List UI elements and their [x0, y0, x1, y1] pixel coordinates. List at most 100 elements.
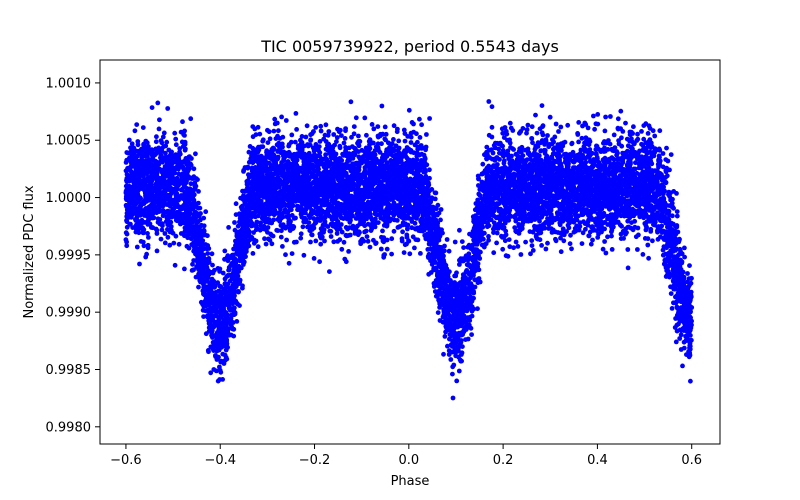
data-point — [323, 122, 329, 128]
data-point — [607, 141, 613, 147]
data-point — [337, 181, 342, 187]
data-point — [553, 121, 559, 127]
data-point — [576, 120, 582, 125]
data-point — [182, 229, 188, 235]
data-point — [201, 314, 207, 319]
data-point — [141, 228, 146, 234]
data-point — [529, 124, 535, 130]
data-point — [209, 251, 215, 257]
data-point — [342, 136, 348, 141]
data-point — [400, 222, 405, 228]
data-point — [301, 252, 307, 258]
data-point — [592, 126, 597, 132]
data-point — [484, 144, 490, 150]
data-point — [337, 226, 343, 232]
data-point — [348, 99, 354, 105]
data-point — [670, 213, 675, 219]
data-point — [503, 228, 509, 234]
data-point — [546, 144, 552, 150]
data-point — [317, 139, 323, 144]
data-point — [503, 128, 509, 134]
data-point — [561, 238, 567, 244]
data-point — [652, 133, 658, 139]
data-point — [529, 136, 534, 141]
data-point — [326, 129, 332, 134]
data-point — [640, 252, 646, 257]
data-point — [156, 126, 162, 132]
data-point — [437, 318, 443, 323]
data-point — [126, 137, 132, 143]
data-point — [486, 234, 491, 239]
data-point — [525, 122, 531, 128]
data-point — [176, 171, 182, 177]
data-point — [471, 306, 477, 312]
data-point — [237, 277, 243, 283]
data-point — [313, 125, 319, 130]
data-point — [268, 206, 274, 212]
data-point — [284, 237, 289, 243]
data-point — [653, 212, 659, 218]
data-point — [190, 261, 195, 267]
data-point — [262, 236, 267, 242]
data-point — [595, 112, 601, 117]
data-point — [444, 237, 450, 242]
data-point — [379, 103, 385, 109]
data-point — [539, 103, 545, 108]
data-point — [435, 202, 441, 208]
data-point — [533, 112, 538, 118]
data-point — [625, 218, 631, 224]
data-point — [339, 133, 344, 139]
data-point — [328, 234, 334, 239]
data-point — [220, 270, 226, 276]
data-point — [363, 228, 369, 234]
data-point — [508, 125, 514, 131]
data-point — [331, 239, 337, 245]
data-point — [543, 246, 549, 252]
data-point — [442, 334, 448, 339]
data-point — [661, 261, 667, 267]
data-point — [579, 241, 585, 247]
data-point — [318, 241, 324, 247]
data-point — [412, 245, 417, 251]
data-point — [685, 271, 690, 276]
data-point — [513, 239, 519, 245]
data-point — [162, 240, 168, 246]
data-point — [274, 120, 280, 126]
data-point — [367, 244, 373, 250]
data-point — [678, 347, 684, 352]
data-point — [646, 255, 651, 261]
data-point — [682, 245, 687, 251]
data-point — [466, 251, 472, 257]
data-point — [538, 148, 544, 154]
data-point — [353, 115, 359, 121]
data-point — [300, 224, 306, 230]
data-point — [645, 242, 651, 248]
data-point — [364, 132, 369, 138]
data-point — [279, 114, 284, 120]
data-point — [286, 260, 292, 266]
data-point — [461, 245, 466, 251]
data-point — [632, 141, 637, 147]
data-point — [282, 209, 288, 215]
data-point — [317, 259, 322, 265]
data-point — [424, 132, 429, 137]
data-point — [192, 209, 198, 215]
data-point — [372, 148, 378, 153]
data-point — [233, 201, 239, 207]
data-point — [180, 119, 185, 125]
data-point — [246, 149, 252, 155]
data-point — [334, 231, 340, 236]
data-point — [590, 237, 595, 243]
data-point — [409, 120, 415, 125]
data-point — [457, 262, 462, 267]
data-point — [528, 251, 533, 257]
data-point — [283, 252, 288, 258]
data-point — [660, 164, 666, 170]
data-point — [343, 145, 348, 150]
data-point — [191, 267, 197, 273]
data-point — [407, 251, 413, 257]
data-point — [494, 240, 499, 246]
data-point — [427, 116, 432, 121]
data-point — [165, 208, 171, 214]
